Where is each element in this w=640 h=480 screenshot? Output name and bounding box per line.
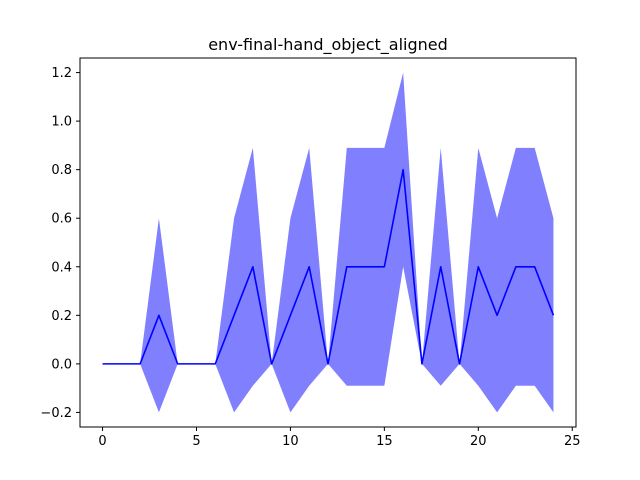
axes-frame — [79, 57, 577, 428]
y-tick-label: 0.8 — [51, 163, 72, 178]
x-tick-label: 20 — [470, 434, 487, 449]
y-tick-label: 0.6 — [51, 212, 72, 227]
y-tick-label: 1.2 — [51, 66, 72, 81]
y-tick-label: 1.0 — [51, 115, 72, 130]
confidence-band — [102, 72, 554, 413]
plot-area — [102, 72, 555, 413]
chart-title: env-final-hand_object_aligned — [208, 35, 448, 55]
x-tick-label: 25 — [564, 434, 581, 449]
y-tick-label: 0.0 — [51, 357, 72, 372]
y-axis: −0.2 0.0 0.2 0.4 0.6 0.8 1.0 1.2 — [40, 66, 80, 421]
y-tick-label: 0.2 — [51, 309, 72, 324]
x-axis: 0 5 10 15 20 25 — [98, 427, 581, 449]
series-line — [102, 168, 555, 365]
y-tick-label: −0.2 — [40, 406, 72, 421]
y-tick-label: 0.4 — [51, 260, 72, 275]
x-tick-label: 10 — [282, 434, 299, 449]
x-tick-label: 5 — [192, 434, 200, 449]
x-tick-label: 0 — [98, 434, 106, 449]
x-tick-label: 15 — [376, 434, 393, 449]
